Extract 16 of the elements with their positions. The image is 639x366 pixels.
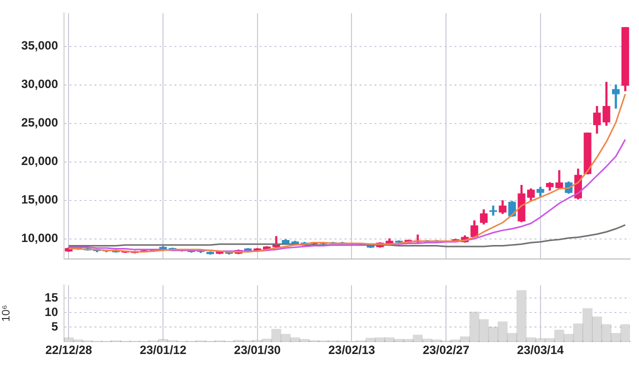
x-tick-label: 23/02/27 — [422, 343, 470, 358]
y-tick-label: 30,000 — [21, 77, 58, 92]
y-tick-label: 15,000 — [21, 192, 58, 207]
y-tick-label: 20,000 — [21, 154, 58, 168]
x-tick-label: 23/03/14 — [517, 343, 564, 358]
y-tick-label: 10 — [44, 304, 58, 319]
y-tick-label: 10,000 — [21, 231, 58, 246]
y-axis-title: 10⁶ — [0, 305, 13, 322]
y-tick-label: 5 — [51, 319, 58, 334]
y-tick-label: 35,000 — [21, 38, 58, 53]
x-tick-label: 23/01/12 — [140, 343, 187, 358]
x-tick-label: 23/02/13 — [328, 343, 376, 358]
y-tick-label: 25,000 — [21, 116, 58, 130]
x-tick-label: 23/01/30 — [234, 343, 282, 358]
x-tick-label: 22/12/28 — [45, 343, 92, 358]
y-tick-label: 15 — [44, 290, 58, 304]
